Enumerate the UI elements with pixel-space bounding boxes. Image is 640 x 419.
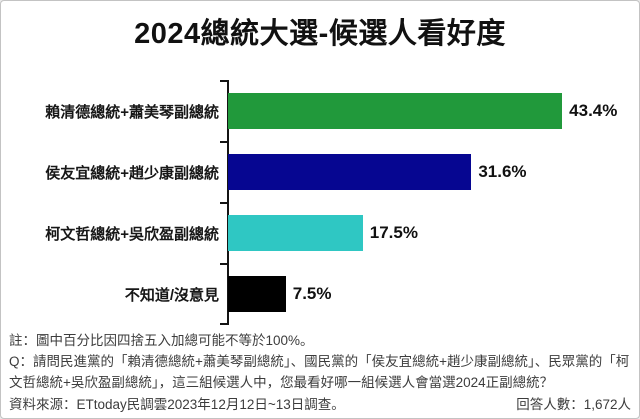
category-axis-line [227, 80, 229, 325]
category-label: 柯文哲總統+吳欣盈副總統 [45, 225, 219, 243]
source-row: 資料來源：ETtoday民調雲2023年12月12日~13日調查。 回答人數：1… [9, 394, 631, 415]
bar-row: 侯友宜總統+趙少康副總統 31.6% [1, 154, 639, 190]
chart-title: 2024總統大選-候選人看好度 [134, 18, 506, 50]
axis-tick [220, 80, 227, 82]
axis-tick [220, 202, 227, 204]
category-label: 不知道/沒意見 [124, 286, 219, 304]
rounding-note: 註：圖中百分比因四捨五入加總可能不等於100%。 [9, 333, 314, 348]
bar-chart: 賴清德總統+蕭美琴副總統 43.4% 侯友宜總統+趙少康副總統 31.6% 柯文哲總統+… [1, 80, 639, 326]
bar [228, 93, 563, 129]
value-label: 17.5% [369, 223, 418, 242]
category-label: 賴清德總統+蕭美琴副總統 [45, 103, 219, 121]
axis-tick [220, 263, 227, 265]
bar [228, 154, 472, 190]
respondent-count: 回答人數：1,672人 [516, 397, 631, 412]
value-label: 7.5% [292, 284, 332, 303]
survey-question: Q：請問民進黨的「賴清德總統+蕭美琴副總統」、國民黨的「侯友宜總統+趙少康副總統… [9, 354, 630, 390]
bar-row: 不知道/沒意見 7.5% [1, 276, 639, 312]
data-source: 資料來源：ETtoday民調雲2023年12月12日~13日調查。 [9, 397, 345, 412]
bar [228, 215, 363, 251]
axis-tick [220, 141, 227, 143]
bar [228, 276, 286, 312]
notes-section: 註：圖中百分比因四捨五入加總可能不等於100%。 Q：請問民進黨的「賴清德總統+… [9, 330, 631, 415]
value-label: 43.4% [569, 101, 618, 120]
bar-row: 賴清德總統+蕭美琴副總統 43.4% [1, 93, 639, 129]
value-label: 31.6% [478, 162, 527, 181]
bar-row: 柯文哲總統+吳欣盈副總統 17.5% [1, 215, 639, 251]
axis-tick [220, 323, 227, 325]
category-label: 侯友宜總統+趙少康副總統 [45, 164, 219, 182]
